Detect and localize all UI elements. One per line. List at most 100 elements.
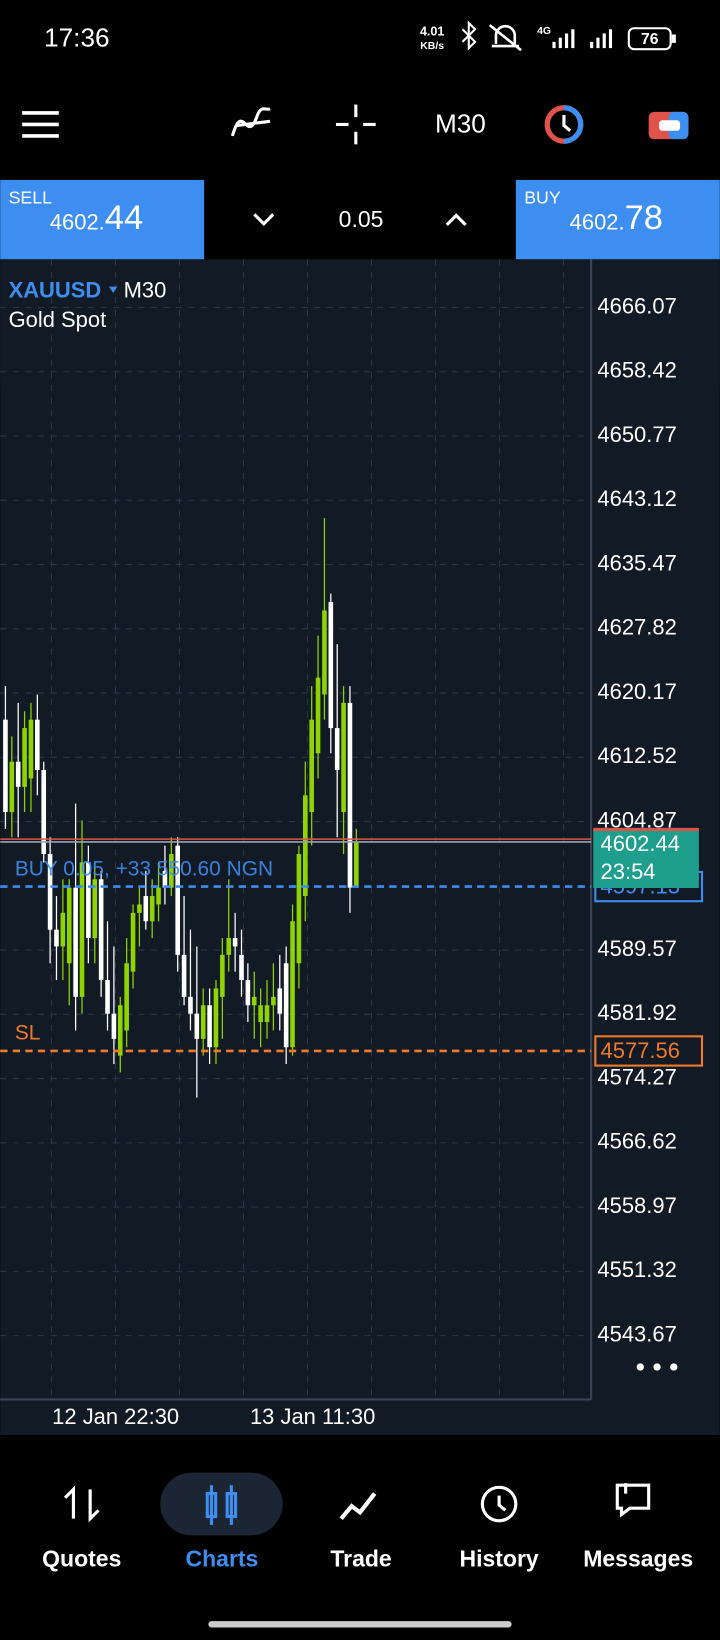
candle-body xyxy=(354,841,359,888)
candle-body xyxy=(194,1013,200,1039)
symbol-dropdown[interactable] xyxy=(108,286,118,293)
quotes-icon xyxy=(63,1485,100,1523)
candle-body xyxy=(9,761,15,813)
messages-icon xyxy=(615,1483,651,1518)
candle-body xyxy=(232,938,238,947)
charts-icon xyxy=(205,1485,238,1525)
x-tick-label: 12 Jan 22:30 xyxy=(52,1404,179,1429)
y-tick-label: 4643.12 xyxy=(597,486,676,511)
candle-body xyxy=(315,677,321,754)
nav-items: Quotes Charts Trade History Messages xyxy=(42,1546,693,1572)
candle-body xyxy=(188,996,193,1014)
candle-body xyxy=(271,996,276,1006)
sl-price: 4577.56 xyxy=(601,1038,680,1063)
sell-price-main: 4602. xyxy=(50,210,105,235)
mute-icon xyxy=(488,24,522,52)
y-tick-label: 4650.77 xyxy=(597,422,676,447)
candle-body xyxy=(175,845,180,955)
candle-body xyxy=(162,870,168,888)
candle-body xyxy=(302,795,308,897)
indicators-button[interactable] xyxy=(230,107,271,137)
nav-label[interactable]: History xyxy=(459,1546,538,1572)
candle-body xyxy=(3,719,8,813)
y-tick-label: 4612.52 xyxy=(597,743,676,768)
candle-body xyxy=(220,954,225,997)
candle-body xyxy=(277,988,283,1014)
candle-body xyxy=(328,602,334,729)
candle-body xyxy=(22,728,27,787)
battery-tip xyxy=(671,34,676,43)
candle-body xyxy=(137,904,142,913)
nav-label[interactable]: Messages xyxy=(583,1546,693,1572)
y-tick-label: 4666.07 xyxy=(597,293,676,318)
candle-body xyxy=(66,887,72,964)
volume-down[interactable] xyxy=(253,213,275,227)
candle-body xyxy=(239,954,244,981)
clock: 17:36 xyxy=(44,23,109,53)
candle-body xyxy=(264,1005,270,1023)
crosshair-button[interactable] xyxy=(335,104,376,145)
trade-toggle-knob xyxy=(659,120,681,131)
candle-body xyxy=(290,921,295,1048)
more-button[interactable] xyxy=(636,1363,678,1371)
nav-label[interactable]: Quotes xyxy=(42,1546,121,1572)
candle-body xyxy=(347,702,353,888)
candle-body xyxy=(92,879,98,939)
y-tick-label: 4635.47 xyxy=(597,550,676,575)
candle-body xyxy=(47,854,53,930)
chart-timeframe: M30 xyxy=(124,278,167,303)
y-tick-label: 4566.62 xyxy=(597,1129,676,1154)
candle-body xyxy=(15,761,21,787)
candle-body xyxy=(322,610,327,695)
buy-price-main: 4602. xyxy=(570,210,625,235)
volume-up[interactable] xyxy=(445,213,467,226)
candle-body xyxy=(79,862,85,997)
candle-body xyxy=(149,896,155,922)
home-indicator xyxy=(208,1621,512,1628)
signal-icon xyxy=(552,29,613,49)
candle-body xyxy=(258,1005,263,1023)
candle-body xyxy=(251,996,257,1006)
symbol-description: Gold Spot xyxy=(9,307,107,332)
y-tick-label: 4551.32 xyxy=(597,1257,676,1282)
candle-body xyxy=(207,1005,212,1048)
menu-button[interactable] xyxy=(22,111,59,138)
y-tick-label: 4620.17 xyxy=(597,679,676,704)
candle-body xyxy=(124,963,129,1031)
clock-icon-arc xyxy=(563,105,584,144)
candle-body xyxy=(60,912,66,947)
candle-body xyxy=(169,854,174,888)
timeframe-button[interactable]: M30 xyxy=(435,108,486,138)
candle-body xyxy=(117,1005,123,1056)
candle-body xyxy=(98,879,104,981)
sell-price-big: 44 xyxy=(105,199,143,237)
candle-body xyxy=(111,1013,117,1039)
nav-label[interactable]: Charts xyxy=(186,1546,259,1572)
candle-body xyxy=(105,980,110,1014)
position-label[interactable]: BUY 0.05, +33 550.60 NGN xyxy=(15,857,273,880)
candle-body xyxy=(28,719,34,779)
y-tick-label: 4574.27 xyxy=(597,1064,676,1089)
candle-body xyxy=(283,963,289,1048)
symbol[interactable]: XAUUSD xyxy=(9,278,102,303)
sl-label[interactable]: SL xyxy=(15,1022,41,1045)
candle-body xyxy=(41,770,47,855)
network-type: 4G xyxy=(537,26,551,37)
battery-level: 76 xyxy=(641,31,659,48)
net-unit: KB/s xyxy=(420,41,444,52)
candle-body xyxy=(213,988,219,1048)
history-icon xyxy=(480,1485,518,1523)
y-tick-label: 4589.57 xyxy=(597,936,676,961)
volume[interactable]: 0.05 xyxy=(339,206,384,232)
nav-label[interactable]: Trade xyxy=(330,1546,391,1572)
sell-button[interactable] xyxy=(0,179,205,260)
candle-body xyxy=(130,912,136,972)
y-tick-label: 4558.97 xyxy=(597,1193,676,1218)
buy-button[interactable] xyxy=(515,179,720,260)
candle-body xyxy=(334,728,340,771)
candle-body xyxy=(309,719,314,813)
clock-hands xyxy=(562,115,572,132)
sell-label: SELL xyxy=(9,187,53,207)
